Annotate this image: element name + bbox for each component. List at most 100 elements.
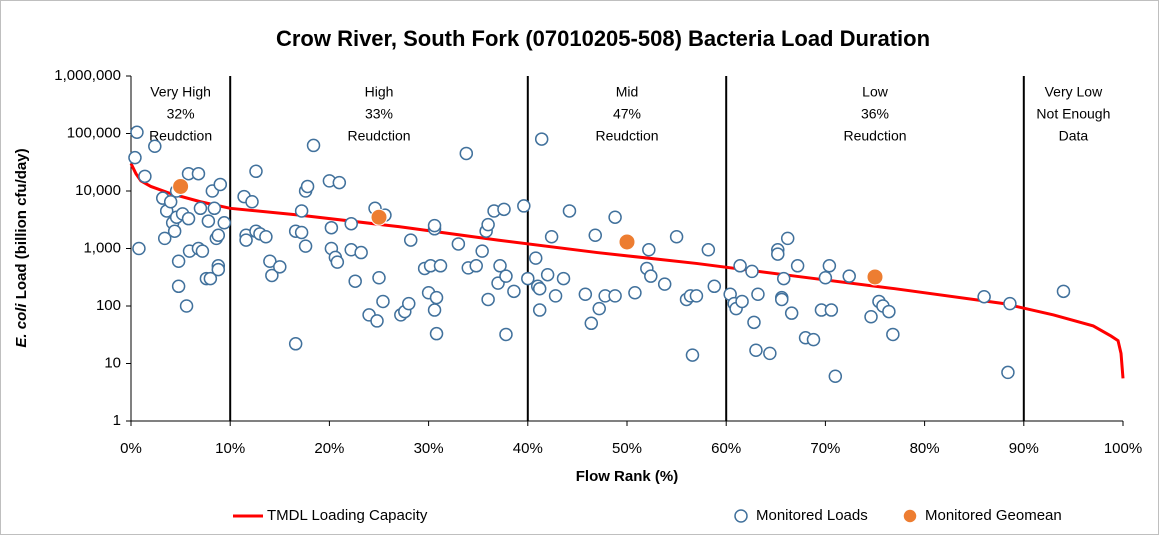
load-point bbox=[475, 244, 489, 258]
y-tick-label: 10,000 bbox=[75, 182, 121, 199]
load-point bbox=[763, 346, 777, 361]
load-point bbox=[171, 279, 186, 294]
load-point bbox=[370, 314, 384, 328]
load-point bbox=[864, 310, 878, 324]
load-point bbox=[735, 294, 749, 309]
load-point bbox=[163, 195, 178, 209]
load-point bbox=[459, 146, 474, 161]
legend-swatch bbox=[734, 509, 748, 523]
load-point bbox=[191, 166, 206, 181]
y-axis-title: E. coli Load (billion cfu/day) bbox=[13, 148, 30, 347]
chart-title: Crow River, South Fork (07010205-508) Ba… bbox=[276, 26, 930, 51]
geomean-point bbox=[866, 268, 884, 286]
load-point bbox=[195, 244, 210, 258]
zone-label: 32% bbox=[167, 106, 195, 122]
x-tick-label: 30% bbox=[414, 440, 444, 457]
load-point bbox=[300, 179, 315, 194]
geomean-point bbox=[370, 208, 388, 226]
x-tick-label: 80% bbox=[910, 440, 940, 457]
zone-label: Reudction bbox=[347, 128, 410, 144]
load-point bbox=[427, 303, 442, 317]
load-point bbox=[733, 259, 747, 273]
x-tick-label: 0% bbox=[120, 440, 142, 457]
load-point bbox=[588, 228, 603, 242]
load-point bbox=[521, 271, 535, 286]
load-point bbox=[273, 260, 287, 274]
zone-label: Not Enough bbox=[1036, 106, 1110, 122]
tmdl-line bbox=[129, 162, 1125, 379]
load-point bbox=[818, 270, 833, 285]
load-point bbox=[776, 271, 791, 286]
load-point bbox=[344, 216, 358, 231]
load-point bbox=[207, 201, 222, 216]
y-tick-label: 1 bbox=[113, 412, 121, 429]
y-tick-label: 1,000,000 bbox=[54, 67, 121, 84]
x-tick-label: 100% bbox=[1104, 440, 1142, 457]
x-tick-label: 10% bbox=[215, 440, 245, 457]
load-point bbox=[628, 285, 642, 300]
load-point bbox=[429, 290, 444, 305]
load-point bbox=[167, 224, 182, 238]
load-point bbox=[128, 150, 142, 165]
zone-label: Reudction bbox=[149, 128, 212, 144]
load-point bbox=[584, 316, 599, 331]
load-point bbox=[433, 259, 448, 273]
x-tick-label: 50% bbox=[612, 440, 642, 457]
load-point bbox=[842, 269, 856, 283]
load-point bbox=[263, 254, 277, 269]
load-point bbox=[534, 132, 549, 146]
x-axis-title: Flow Rank (%) bbox=[576, 468, 679, 485]
load-point bbox=[806, 332, 821, 347]
load-point bbox=[882, 304, 896, 319]
load-point bbox=[203, 271, 218, 286]
load-point bbox=[775, 292, 789, 307]
legend-swatch bbox=[902, 508, 918, 524]
x-tick-label: 70% bbox=[810, 440, 840, 457]
load-point bbox=[294, 225, 309, 240]
load-point bbox=[517, 199, 531, 213]
y-axis-title-rest: Load (billion cfu/day) bbox=[13, 148, 30, 303]
load-point bbox=[239, 233, 253, 247]
load-point bbox=[540, 267, 555, 282]
zone-label: Low bbox=[862, 84, 889, 100]
load-point bbox=[828, 369, 843, 384]
load-point bbox=[372, 270, 386, 285]
load-point bbox=[790, 259, 805, 273]
load-point bbox=[1056, 284, 1071, 299]
load-point bbox=[324, 220, 339, 235]
load-point bbox=[1003, 296, 1017, 311]
load-point bbox=[217, 216, 231, 230]
y-axis-title-italic: E. coli bbox=[13, 303, 30, 348]
load-point bbox=[427, 218, 442, 233]
load-point bbox=[562, 204, 577, 218]
x-tick-label: 20% bbox=[314, 440, 344, 457]
load-point bbox=[259, 230, 273, 244]
load-point bbox=[157, 231, 172, 246]
load-point bbox=[354, 245, 368, 260]
zone-label: Data bbox=[1059, 128, 1089, 144]
load-point bbox=[245, 195, 259, 209]
load-point bbox=[179, 299, 194, 313]
load-point bbox=[886, 327, 900, 342]
load-point bbox=[749, 343, 763, 357]
zone-label: Very High bbox=[150, 84, 211, 100]
load-point bbox=[481, 217, 495, 232]
load-point bbox=[747, 315, 761, 330]
load-point bbox=[977, 289, 991, 304]
load-point bbox=[330, 255, 345, 269]
load-point bbox=[824, 303, 839, 317]
load-point bbox=[532, 281, 547, 296]
load-point bbox=[544, 230, 559, 244]
load-point bbox=[499, 269, 513, 283]
geomean-point bbox=[172, 177, 190, 195]
load-point bbox=[608, 289, 622, 303]
load-point bbox=[469, 259, 483, 273]
load-point bbox=[348, 274, 362, 288]
load-point bbox=[402, 296, 416, 311]
load-point bbox=[642, 243, 656, 257]
load-point bbox=[578, 287, 593, 302]
zone-label: Mid bbox=[616, 84, 639, 100]
load-point bbox=[138, 169, 152, 184]
load-point bbox=[376, 294, 390, 309]
